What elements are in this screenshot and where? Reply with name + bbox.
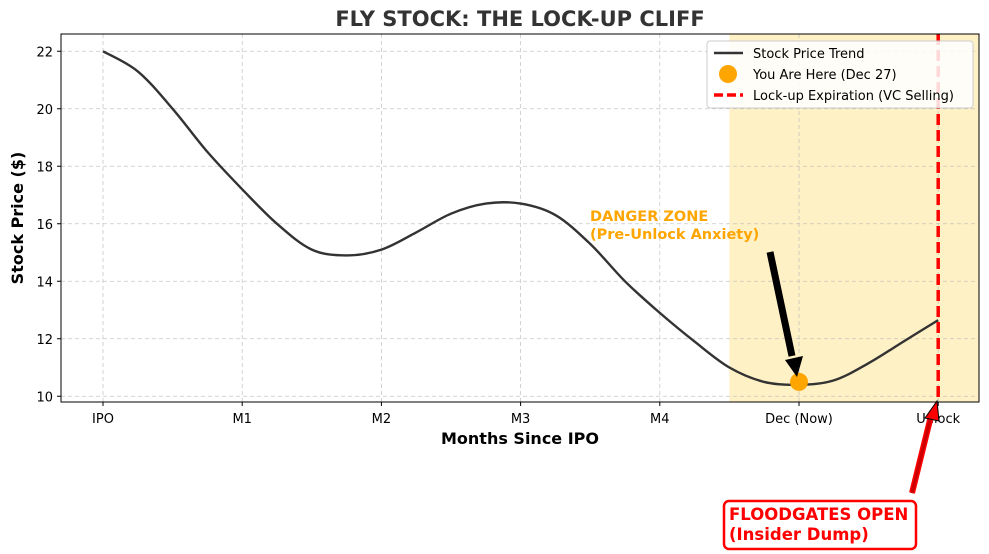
danger-arrow-head [785, 356, 803, 377]
you-are-here-point [790, 372, 808, 391]
danger-annotation: DANGER ZONE (Pre-Unlock Anxiety) [590, 209, 803, 377]
floodgates-arrow-shaft [910, 415, 933, 494]
legend-box [706, 40, 974, 109]
marker-layer [790, 34, 940, 402]
y-axis-label: Stock Price ($) [8, 152, 27, 285]
x-tick-label: M3 [511, 412, 531, 427]
floodgates-arrow-head [924, 399, 940, 422]
danger-zone-label: DANGER ZONE [590, 209, 708, 225]
y-tick-label: 20 [36, 103, 53, 118]
x-axis-label: Months Since IPO [441, 429, 599, 448]
legend-dot-swatch [719, 65, 737, 83]
floodgates-sublabel: (Insider Dump) [729, 525, 869, 544]
x-tick-label: M4 [650, 412, 670, 427]
y-tick-label: 16 [36, 218, 53, 233]
legend-entry-you-are-here: You Are Here (Dec 27) [752, 68, 897, 83]
legend-entry-lockup: Lock-up Expiration (VC Selling) [753, 89, 954, 104]
x-tick-label: Dec (Now) [765, 412, 833, 427]
floodgates-box [722, 499, 918, 551]
chart-title: FLY STOCK: THE LOCK-UP CLIFF [335, 7, 704, 31]
x-tick-label: M2 [372, 412, 392, 427]
x-tick-label: M1 [232, 412, 252, 427]
danger-zone-sublabel: (Pre-Unlock Anxiety) [590, 227, 759, 243]
x-tick-label: IPO [92, 412, 114, 427]
y-tick-label: 18 [36, 160, 53, 175]
legend-entry-trend: Stock Price Trend [753, 47, 865, 62]
floodgates-label: FLOODGATES OPEN [729, 505, 908, 524]
y-tick-label: 14 [36, 275, 53, 290]
legend: Stock Price Trend You Are Here (Dec 27) … [706, 40, 974, 109]
y-tick-label: 10 [36, 390, 53, 405]
y-tick-label: 12 [36, 333, 53, 348]
plot-frame [60, 33, 980, 403]
floodgates-annotation: FLOODGATES OPEN (Insider Dump) [722, 399, 940, 551]
y-tick-label: 22 [36, 45, 53, 60]
danger-arrow-shaft [766, 251, 796, 357]
